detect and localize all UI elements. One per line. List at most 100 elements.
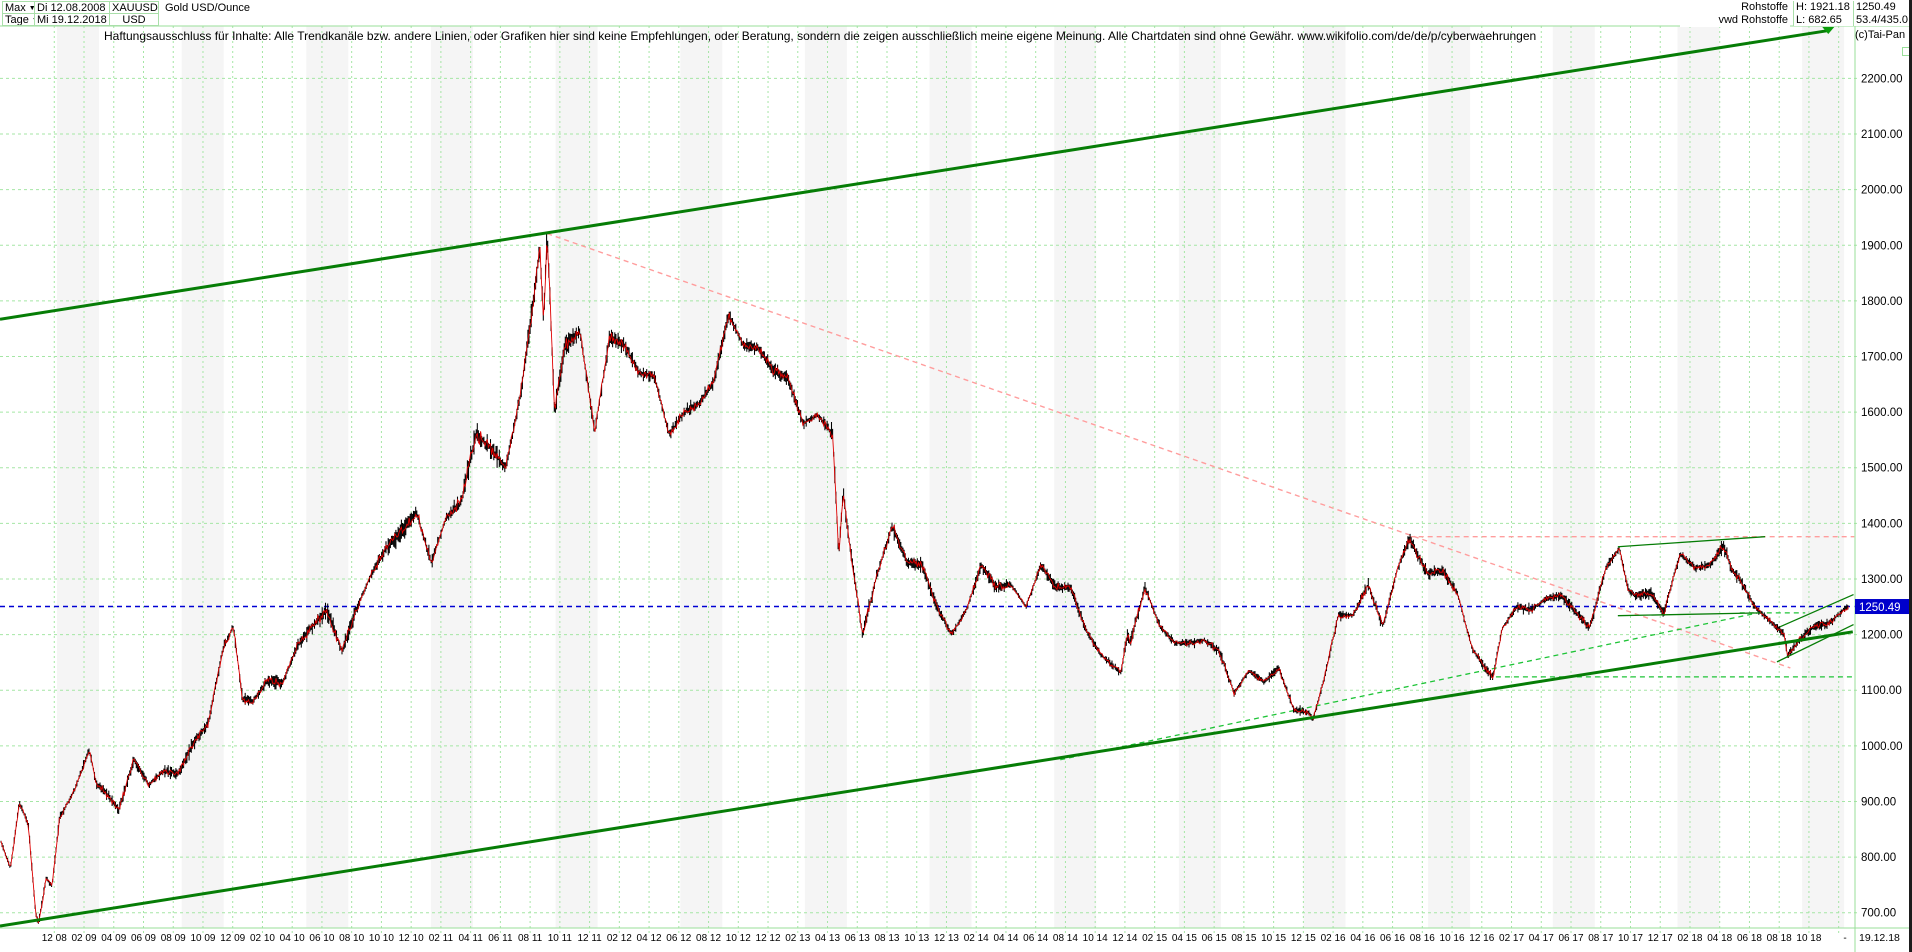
channel-exit-marker-group: [1822, 27, 1835, 34]
svg-text:12 11: 12 11: [577, 933, 602, 944]
svg-text:12 14: 12 14: [1112, 933, 1137, 944]
lower-channel-line: [0, 630, 1854, 928]
last-price-cell: 1250.49: [1853, 1, 1912, 14]
svg-text:02 14: 02 14: [964, 933, 989, 944]
svg-text:02 10: 02 10: [250, 933, 275, 944]
svg-text:02 15: 02 15: [1142, 933, 1167, 944]
current-price-badge: 1250.49: [1855, 599, 1912, 615]
svg-text:08 17: 08 17: [1588, 933, 1613, 944]
svg-text:1900.00: 1900.00: [1861, 240, 1903, 252]
svg-text:02 16: 02 16: [1321, 933, 1346, 944]
svg-text:10 10: 10 10: [369, 933, 394, 944]
svg-text:08 18: 08 18: [1767, 933, 1792, 944]
svg-text:04 18: 04 18: [1707, 933, 1732, 944]
svg-text:06 12: 06 12: [666, 933, 691, 944]
svg-text:1400.00: 1400.00: [1861, 518, 1903, 530]
uptrend-dashed: [1060, 612, 1758, 761]
svg-text:08 10: 08 10: [339, 933, 364, 944]
svg-text:06 09: 06 09: [131, 933, 156, 944]
indicator-values-cell: 53.4/435.0: [1853, 14, 1912, 26]
svg-text:1250.49: 1250.49: [1859, 602, 1901, 614]
svg-text:12 17: 12 17: [1648, 933, 1673, 944]
svg-text:10 15: 10 15: [1261, 933, 1286, 944]
svg-text:06 15: 06 15: [1202, 933, 1227, 944]
svg-text:1000.00: 1000.00: [1861, 741, 1903, 753]
mini-channel-lower: [1776, 624, 1854, 663]
group-cell: Rohstoffe: [1680, 1, 1790, 14]
svg-text:900.00: 900.00: [1861, 796, 1896, 808]
svg-text:06 13: 06 13: [845, 933, 870, 944]
price-axis-labels: 2200.00 2100.00 2000.00 1900.00 1800.00 1700.…: [1861, 73, 1903, 919]
svg-text:04 16: 04 16: [1350, 933, 1375, 944]
upper-channel-line: [0, 29, 1829, 321]
svg-text:04 15: 04 15: [1172, 933, 1197, 944]
svg-text:08 16: 08 16: [1410, 933, 1435, 944]
minor-support-2017-18: [1617, 612, 1761, 617]
svg-text:02 09: 02 09: [71, 933, 96, 944]
svg-text:1300.00: 1300.00: [1861, 574, 1903, 586]
mini-channel-upper: [1779, 593, 1854, 628]
svg-text:10 17: 10 17: [1618, 933, 1643, 944]
svg-text:10 16: 10 16: [1440, 933, 1465, 944]
svg-text:1600.00: 1600.00: [1861, 407, 1903, 419]
svg-text:04 17: 04 17: [1529, 933, 1554, 944]
svg-text:02 12: 02 12: [607, 933, 632, 944]
svg-text:12 12: 12 12: [756, 933, 781, 944]
svg-text:10 11: 10 11: [548, 933, 573, 944]
svg-text:06 18: 06 18: [1737, 933, 1762, 944]
svg-text:12 16: 12 16: [1469, 933, 1494, 944]
svg-text:2200.00: 2200.00: [1861, 73, 1903, 85]
svg-text:10 14: 10 14: [1083, 933, 1108, 944]
svg-text:02 17: 02 17: [1499, 933, 1524, 944]
period-dropdown[interactable]: Tage▼: [2, 13, 35, 26]
channel-exit-marker: [1822, 27, 1835, 34]
period-high-cell: H: 1921.18: [1793, 1, 1853, 14]
provider-cell: vwd Rohstoffe: [1680, 14, 1790, 27]
axis-frame: [0, 25, 1912, 952]
currency-cell: USD: [109, 13, 159, 26]
svg-text:12 15: 12 15: [1291, 933, 1316, 944]
instrument-title: Gold USD/Ounce: [163, 2, 363, 15]
svg-text:04 12: 04 12: [637, 933, 662, 944]
end-tick-dash: -: [1843, 933, 1846, 944]
downtrend-from-2011-high: [546, 232, 1791, 669]
date-axis-labels: 12 08 02 09 04 09 06 09 08 09 10 09 12 09 02 10…: [42, 932, 1900, 944]
range-dropdown-label: Max: [5, 2, 26, 14]
svg-text:08 15: 08 15: [1231, 933, 1256, 944]
svg-text:04 13: 04 13: [815, 933, 840, 944]
chevron-down-icon: ▼: [32, 17, 34, 24]
svg-text:1200.00: 1200.00: [1861, 630, 1903, 642]
svg-text:10 18: 10 18: [1796, 933, 1821, 944]
svg-text:04 10: 04 10: [280, 933, 305, 944]
svg-text:04 14: 04 14: [993, 933, 1018, 944]
svg-text:2100.00: 2100.00: [1861, 129, 1903, 141]
svg-text:800.00: 800.00: [1861, 852, 1896, 864]
svg-text:10 12: 10 12: [726, 933, 751, 944]
close-line: [0, 245, 1849, 924]
svg-text:10 13: 10 13: [904, 933, 929, 944]
period-low-cell: L: 682.65: [1793, 14, 1853, 26]
price-series-bars: [0, 232, 1849, 924]
minor-resistance-2017-18: [1617, 536, 1766, 548]
svg-text:06 17: 06 17: [1558, 933, 1583, 944]
chevron-down-icon: ▼: [29, 5, 34, 12]
date-to-cell: Mi 19.12.2018: [34, 13, 110, 26]
window-right-border: [1909, 0, 1912, 952]
svg-text:1500.00: 1500.00: [1861, 463, 1903, 475]
svg-text:10 09: 10 09: [190, 933, 215, 944]
copyright-label: (c)Tai-Pan: [1855, 29, 1906, 41]
svg-text:08 13: 08 13: [874, 933, 899, 944]
svg-text:1700.00: 1700.00: [1861, 352, 1903, 364]
svg-text:06 10: 06 10: [309, 933, 334, 944]
svg-text:12 13: 12 13: [934, 933, 959, 944]
svg-text:08 14: 08 14: [1053, 933, 1078, 944]
svg-text:12 08: 12 08: [42, 933, 67, 944]
svg-text:02 11: 02 11: [429, 933, 454, 944]
svg-text:04 09: 04 09: [101, 933, 126, 944]
annotation-lines-solid: [0, 29, 1854, 928]
background-stripes: [57, 26, 1845, 928]
end-date-label: 19.12.18: [1859, 932, 1900, 944]
svg-text:700.00: 700.00: [1861, 908, 1896, 920]
